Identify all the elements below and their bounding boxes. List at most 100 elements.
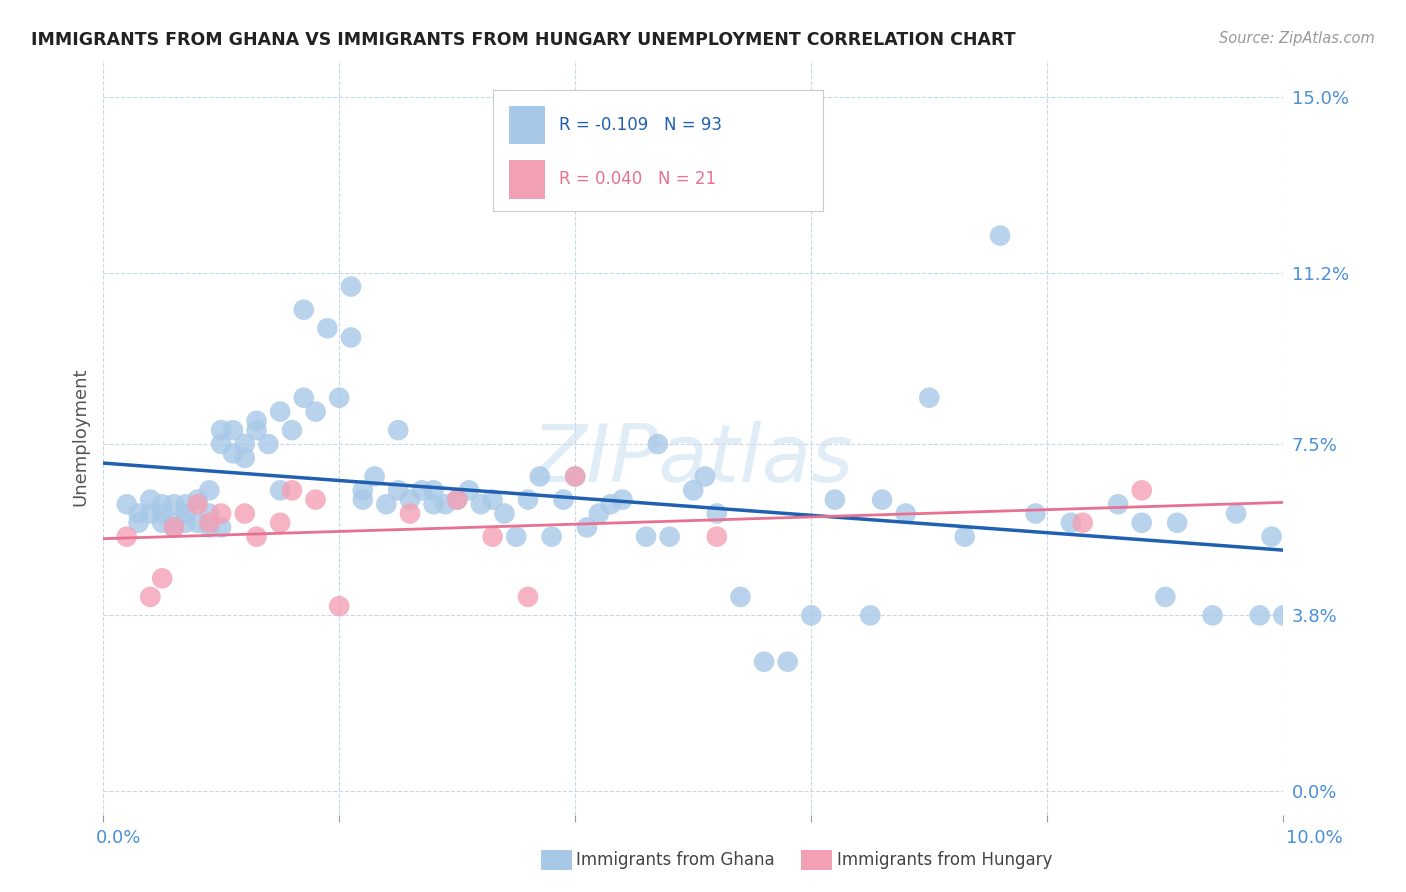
Point (209, 423, 232, 437)
Point (693, 469, 716, 483)
Point (988, 228, 1011, 243)
Point (198, 520, 221, 534)
Point (209, 507, 232, 521)
Point (470, 497, 492, 511)
Point (340, 279, 363, 293)
Point (1130, 516, 1153, 530)
Point (1154, 590, 1177, 604)
Point (1225, 507, 1247, 521)
Point (245, 530, 267, 544)
Point (174, 497, 197, 511)
Point (953, 530, 976, 544)
Point (198, 483, 221, 498)
Point (222, 446, 245, 460)
Y-axis label: Unemployment: Unemployment (72, 368, 89, 507)
Point (209, 520, 232, 534)
Point (576, 520, 599, 534)
Point (1024, 507, 1046, 521)
Point (870, 492, 893, 507)
Point (352, 483, 374, 498)
Point (446, 492, 468, 507)
Point (682, 483, 704, 498)
Point (446, 492, 468, 507)
Point (399, 492, 422, 507)
Point (163, 520, 186, 534)
Point (233, 507, 256, 521)
Point (481, 530, 503, 544)
Point (328, 391, 350, 405)
Point (198, 516, 221, 530)
Point (233, 450, 256, 465)
Point (553, 492, 575, 507)
Point (115, 530, 138, 544)
Point (800, 608, 823, 623)
Point (612, 492, 634, 507)
Point (363, 469, 385, 483)
Point (150, 571, 173, 585)
Point (540, 530, 562, 544)
Point (564, 469, 586, 483)
Point (128, 507, 150, 521)
Point (115, 497, 138, 511)
Point (163, 497, 186, 511)
Point (269, 404, 291, 418)
Point (918, 391, 941, 405)
Point (517, 492, 540, 507)
Point (304, 404, 326, 418)
Point (150, 516, 173, 530)
Point (222, 423, 245, 437)
Point (387, 423, 409, 437)
Point (150, 497, 173, 511)
Point (730, 590, 752, 604)
Point (776, 655, 799, 669)
Point (494, 507, 516, 521)
Point (1260, 530, 1282, 544)
Point (139, 507, 162, 521)
Point (411, 483, 433, 498)
Point (588, 507, 610, 521)
Point (316, 321, 339, 335)
Text: 10.0%: 10.0% (1286, 830, 1343, 847)
Point (706, 530, 728, 544)
Point (517, 590, 540, 604)
Point (859, 608, 882, 623)
Point (281, 423, 304, 437)
Point (209, 437, 232, 451)
Point (647, 437, 669, 451)
Point (706, 507, 728, 521)
Point (163, 516, 186, 530)
Point (245, 414, 267, 428)
Point (481, 492, 503, 507)
Point (505, 530, 527, 544)
Point (150, 507, 173, 521)
Point (187, 497, 209, 511)
Point (352, 492, 374, 507)
Point (233, 437, 256, 451)
Point (824, 492, 846, 507)
Text: IMMIGRANTS FROM GHANA VS IMMIGRANTS FROM HUNGARY UNEMPLOYMENT CORRELATION CHART: IMMIGRANTS FROM GHANA VS IMMIGRANTS FROM… (31, 31, 1015, 49)
Point (375, 497, 398, 511)
Point (658, 530, 681, 544)
Text: Source: ZipAtlas.com: Source: ZipAtlas.com (1219, 31, 1375, 46)
Point (1166, 516, 1188, 530)
Text: 0.0%: 0.0% (96, 830, 141, 847)
Point (399, 507, 422, 521)
Point (304, 492, 326, 507)
Text: Immigrants from Ghana: Immigrants from Ghana (576, 851, 775, 869)
Point (269, 483, 291, 498)
Point (139, 590, 162, 604)
Point (245, 423, 267, 437)
Point (458, 483, 481, 498)
Point (387, 483, 409, 498)
Point (174, 516, 197, 530)
Point (422, 483, 444, 498)
Point (128, 516, 150, 530)
Point (163, 520, 186, 534)
Text: Immigrants from Hungary: Immigrants from Hungary (837, 851, 1052, 869)
Point (269, 516, 291, 530)
Point (340, 330, 363, 344)
Point (198, 507, 221, 521)
Point (422, 497, 444, 511)
Point (1130, 483, 1153, 498)
Point (1060, 516, 1083, 530)
